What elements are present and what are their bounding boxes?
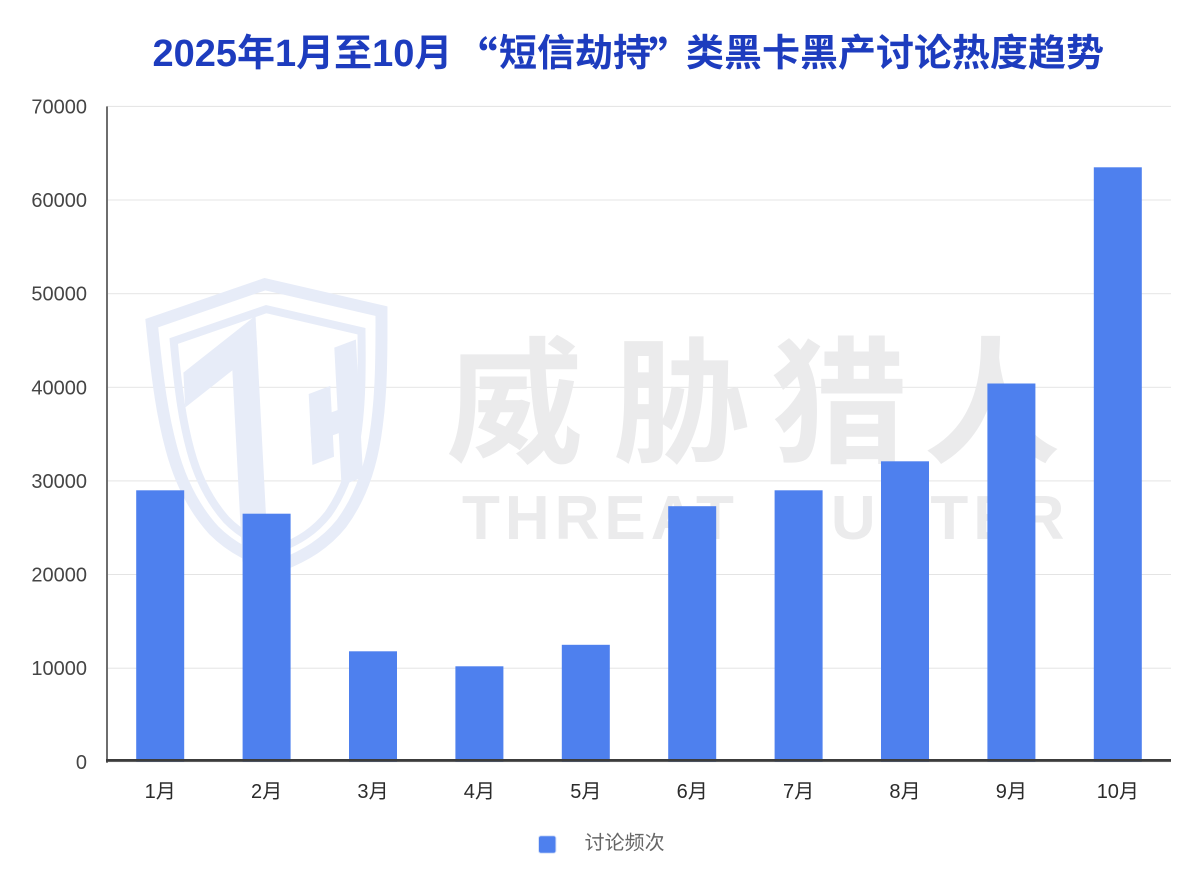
svg-text:6: 6 <box>677 781 688 803</box>
svg-text:2025: 2025 <box>153 33 238 75</box>
svg-text:9: 9 <box>996 781 1007 803</box>
svg-text:60000: 60000 <box>31 190 87 212</box>
svg-text:3: 3 <box>357 781 368 803</box>
svg-text:4: 4 <box>464 781 475 803</box>
svg-text:8: 8 <box>889 781 900 803</box>
svg-text:2: 2 <box>251 781 262 803</box>
svg-text:THREAT HUNTER: THREAT HUNTER <box>462 484 1069 553</box>
svg-text:40000: 40000 <box>31 377 87 399</box>
svg-text:1: 1 <box>145 781 156 803</box>
svg-text:10: 10 <box>1097 781 1119 803</box>
svg-text:10: 10 <box>372 33 414 75</box>
svg-text:5: 5 <box>570 781 581 803</box>
svg-text:10000: 10000 <box>31 658 87 680</box>
svg-text:1: 1 <box>275 33 296 75</box>
svg-text:30000: 30000 <box>31 471 87 493</box>
svg-text:20000: 20000 <box>31 565 87 587</box>
svg-text:50000: 50000 <box>31 284 87 306</box>
svg-text:70000: 70000 <box>31 96 87 118</box>
svg-text:7: 7 <box>783 781 794 803</box>
svg-text:0: 0 <box>76 752 87 774</box>
